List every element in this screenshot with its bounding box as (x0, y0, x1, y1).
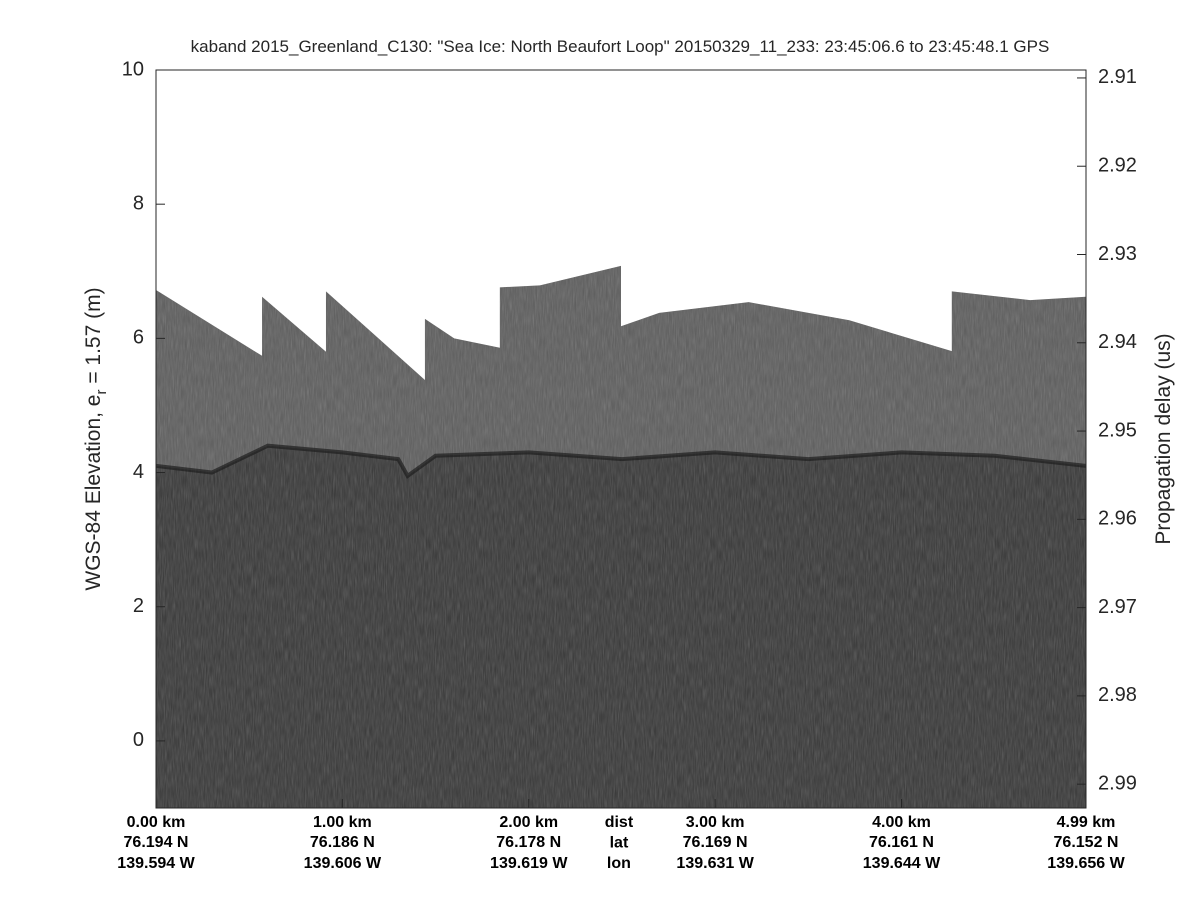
lon-label: 139.594 W (117, 855, 195, 872)
y-tick-label: 4 (133, 461, 144, 483)
x-tick-label: 1.00 km (313, 814, 372, 831)
y-tick-label: 8 (133, 192, 144, 214)
lon-label: 139.656 W (1047, 855, 1125, 872)
lat-label: 76.194 N (124, 834, 189, 851)
y-tick-label: 6 (133, 327, 144, 349)
echogram-noise (156, 265, 1086, 808)
interface-line (156, 443, 1086, 479)
x-tick-label: 4.99 km (1057, 814, 1116, 831)
lon-label: 139.631 W (676, 855, 754, 872)
row-label: lon (607, 855, 631, 872)
lat-label: 76.178 N (496, 834, 561, 851)
lat-label: 76.152 N (1054, 834, 1119, 851)
y2-tick-label: 2.96 (1098, 508, 1137, 530)
y2-tick-label: 2.91 (1098, 66, 1137, 88)
y2-tick-label: 2.92 (1098, 155, 1137, 177)
lat-label: 76.186 N (310, 834, 375, 851)
y2-tick-label: 2.93 (1098, 243, 1137, 265)
y2-tick-label: 2.94 (1098, 331, 1137, 353)
y-tick-label: 0 (133, 729, 144, 751)
plot-area (156, 265, 1086, 808)
y-label-text: = 1.57 (m) (82, 287, 105, 389)
y2-tick-label: 2.97 (1098, 596, 1137, 618)
y-tick-label: 2 (133, 595, 144, 617)
x-tick-label: 4.00 km (872, 814, 931, 831)
lon-label: 139.619 W (490, 855, 568, 872)
x-tick-label: 2.00 km (499, 814, 558, 831)
lat-label: 76.161 N (869, 834, 934, 851)
lon-label: 139.606 W (304, 855, 382, 872)
x-tick-label: 0.00 km (127, 814, 186, 831)
y-label-text: WGS-84 Elevation, e (82, 395, 105, 591)
y-tick-label: 10 (122, 58, 144, 80)
y2-axis-label: Propagation delay (us) (1152, 333, 1175, 544)
row-label: lat (610, 835, 629, 852)
x-tick-label: 3.00 km (686, 814, 745, 831)
lon-label: 139.644 W (863, 855, 941, 872)
lat-label: 76.169 N (683, 834, 748, 851)
y2-tick-label: 2.98 (1098, 684, 1137, 706)
y-axis-label: WGS-84 Elevation, er = 1.57 (m) (82, 287, 110, 590)
row-label: dist (605, 814, 634, 831)
y2-tick-label: 2.95 (1098, 419, 1137, 441)
chart-title: kaband 2015_Greenland_C130: "Sea Ice: No… (191, 37, 1050, 56)
y-label-subscript: r (93, 390, 110, 395)
plot-frame (155, 69, 1087, 809)
y2-tick-label: 2.99 (1098, 772, 1137, 794)
echogram-layers (156, 265, 1086, 808)
